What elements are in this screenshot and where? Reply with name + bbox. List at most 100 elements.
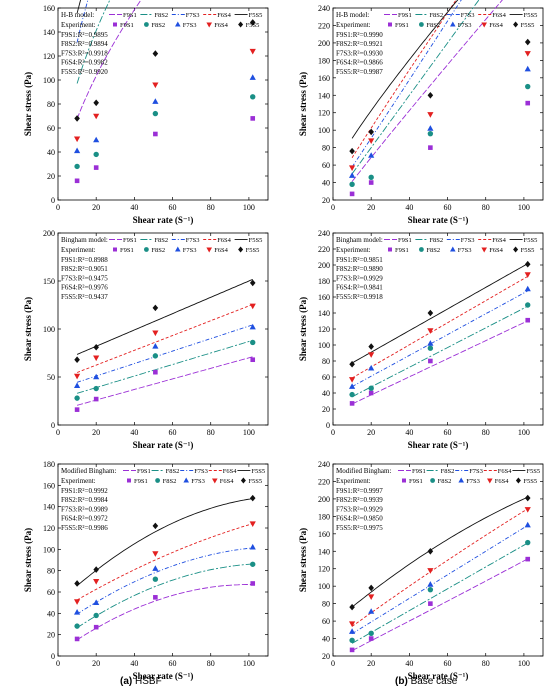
r2-label: F5S5:R²=0.9437 <box>61 293 108 301</box>
r2-label: F8S2:R²=0.9921 <box>336 40 383 48</box>
x-tick-label: 80 <box>482 428 490 437</box>
legend-marker-name: F9S1 <box>120 22 134 29</box>
y-tick-label: 180 <box>318 277 330 286</box>
fit-line-f5s5 <box>76 498 253 587</box>
x-tick-label: 0 <box>331 428 335 437</box>
y-tick-label: 150 <box>43 277 55 286</box>
point-f7s3 <box>427 340 434 346</box>
chart-base-hb: 0 20 40 60 80 1002040608010012014016018020022… <box>298 0 544 225</box>
legend-line-name: F9S1 <box>123 237 137 244</box>
legend-marker-name: F6S4 <box>489 22 503 29</box>
point-f7s3 <box>368 364 375 371</box>
r2-label: F6S4:R²=0.9972 <box>61 515 108 523</box>
point-f7s3 <box>348 628 356 634</box>
legend-marker-name: F6S4 <box>214 247 228 254</box>
x-tick-label: 60 <box>169 203 177 212</box>
x-axis-label: Shear rate (S⁻¹) <box>408 440 469 450</box>
legend-marker-f6s4 <box>481 247 487 253</box>
point-f9s1 <box>250 581 256 586</box>
x-tick-label: 100 <box>243 659 255 668</box>
x-tick-label: 80 <box>207 428 215 437</box>
legend-marker-name: F7S3 <box>183 247 197 254</box>
point-f9s1 <box>74 178 80 184</box>
y-tick-label: 160 <box>43 481 55 490</box>
y-tick-label: 100 <box>43 545 55 554</box>
legend-line-name: F6S4 <box>223 468 237 475</box>
x-tick-label: 100 <box>243 428 255 437</box>
legend-experiment-label: Experiment: <box>336 477 371 485</box>
point-f7s3 <box>152 342 159 349</box>
fit-line-f7s3 <box>351 290 528 387</box>
x-axis-label: Shear rate (S⁻¹) <box>133 440 194 450</box>
legend-marker-f7s3 <box>458 477 464 483</box>
point-f8s2 <box>250 339 256 346</box>
point-f6s4 <box>73 599 81 605</box>
r2-label: F5S5:R²=0.9986 <box>61 524 108 532</box>
x-tick-label: 80 <box>207 203 215 212</box>
point-f9s1 <box>368 390 374 396</box>
point-f8s2 <box>368 174 374 181</box>
point-f7s3 <box>152 98 159 104</box>
x-tick-label: 100 <box>518 428 530 437</box>
fit-line-f8s2 <box>351 0 480 175</box>
y-tick-label: 100 <box>43 325 55 334</box>
x-tick-label: 100 <box>518 203 530 212</box>
point-f9s1 <box>428 145 433 150</box>
r2-label: F6S4:R²=0.9982 <box>61 59 108 67</box>
y-tick-label: 80 <box>47 100 55 109</box>
point-f9s1 <box>368 636 374 641</box>
r2-label: F8S2:R²=0.9051 <box>61 265 108 273</box>
y-tick-label: 100 <box>318 341 330 350</box>
y-tick-label: 100 <box>318 582 330 591</box>
y-tick-label: 200 <box>318 495 330 504</box>
y-tick-label: 50 <box>47 373 55 382</box>
legend-marker-f6s4 <box>206 247 212 253</box>
fit-line-f9s1 <box>76 0 142 120</box>
y-tick-label: 40 <box>322 179 330 188</box>
point-f6s4 <box>152 330 159 337</box>
point-f9s1 <box>250 116 256 121</box>
legend-marker-name: F6S4 <box>495 478 509 485</box>
point-f6s4 <box>93 355 100 362</box>
legend-line-name: F7S3 <box>461 237 475 244</box>
legend-marker-name: F6S4 <box>214 22 228 29</box>
point-f7s3 <box>368 608 375 614</box>
fit-line-f8s2 <box>351 542 528 644</box>
point-f5s5 <box>93 99 99 107</box>
legend-line-name: F7S3 <box>461 12 475 19</box>
point-f6s4 <box>524 272 531 278</box>
legend-line-name: F9S1 <box>412 468 426 475</box>
point-f8s2 <box>368 385 374 391</box>
legend-line-name: F9S1 <box>137 468 151 475</box>
y-axis-label: Shear stress (Pa) <box>298 528 308 592</box>
legend-marker-f5s5 <box>238 21 244 28</box>
point-f9s1 <box>428 601 433 606</box>
r2-label: F5S5:R²=0.9920 <box>61 68 108 76</box>
legend-marker-f6s4 <box>212 478 218 484</box>
point-f6s4 <box>427 328 434 334</box>
legend-marker-name: F9S1 <box>409 478 423 485</box>
plot-frame <box>57 463 269 657</box>
point-f8s2 <box>74 163 80 170</box>
point-f6s4 <box>348 165 356 172</box>
legend-marker-f7s3 <box>450 21 456 27</box>
legend-marker-f8s2 <box>144 22 149 27</box>
legend-line-name: F9S1 <box>398 12 412 19</box>
chart-hsbf-hb: 0 20 40 60 80 100 0 20 40 60 80 100 120 140 160 Shear r… <box>23 0 269 225</box>
legend-line-name: F8S2 <box>429 12 443 19</box>
point-f9s1 <box>153 595 158 600</box>
point-f5s5 <box>427 547 434 555</box>
legend-marker-name: F5S5 <box>246 247 260 254</box>
legend-marker-name: F8S2 <box>151 22 165 29</box>
r2-label: F7S3:R²=0.9989 <box>61 505 108 513</box>
y-tick-label: 40 <box>47 148 55 157</box>
legend-model-label: Modified Bingham: <box>336 467 391 475</box>
x-tick-label: 60 <box>444 428 452 437</box>
x-tick-label: 20 <box>92 428 100 437</box>
legend-marker-name: F6S4 <box>220 478 234 485</box>
caption-a-text: HSBF <box>135 676 162 687</box>
x-tick-label: 40 <box>405 203 413 212</box>
point-f7s3 <box>249 543 256 550</box>
r2-label: F8S2:R²=0.9984 <box>61 496 108 504</box>
caption-b-text: Base case <box>410 676 458 687</box>
